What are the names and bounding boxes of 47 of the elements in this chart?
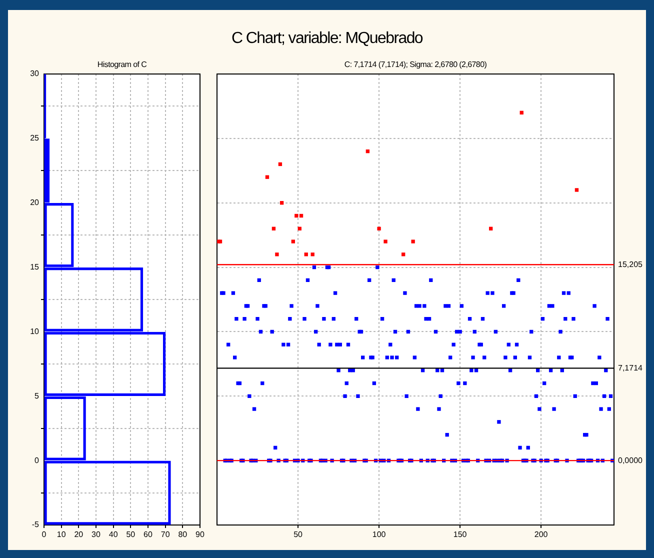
x-tick-label: 0 — [42, 530, 47, 540]
point — [366, 149, 370, 154]
ref-line-label: 0,0000 — [618, 456, 644, 465]
ref-line-label: 15,205 — [618, 260, 644, 269]
chart-title: C Chart; variable: MQuebrado — [231, 30, 423, 48]
point — [377, 226, 381, 230]
point — [520, 110, 524, 114]
x-tick-label: 30 — [92, 530, 101, 540]
y-tick-label: 15 — [30, 262, 40, 272]
y-tick-label: 0 — [34, 456, 40, 465]
chart-subtitle: C: 7,1714 (7,1714); Sigma: 2,6780 (2,6780) — [344, 60, 487, 69]
point — [275, 252, 279, 256]
point — [411, 240, 415, 244]
x-tick-label: 20 — [74, 530, 84, 540]
point — [299, 214, 304, 218]
point — [294, 214, 298, 218]
x-tick-label: 50 — [294, 530, 304, 540]
y-tick-label: 30 — [30, 69, 40, 78]
y-tick-label: 10 — [30, 326, 40, 336]
point — [310, 252, 314, 256]
y-tick-label: 5 — [34, 391, 40, 400]
point — [384, 240, 388, 244]
x-tick-label: 40 — [108, 530, 118, 540]
chart-title: Histogram of C — [97, 60, 147, 69]
x-tick-label: 90 — [196, 530, 205, 540]
x-tick-label: 150 — [453, 530, 468, 540]
point — [402, 252, 406, 256]
point — [280, 201, 284, 205]
y-tick-label: 25 — [30, 134, 40, 143]
x-tick-label: 200 — [534, 530, 548, 540]
x-tick-label: 80 — [178, 530, 188, 540]
point — [298, 226, 302, 230]
x-tick-label: 10 — [56, 530, 66, 540]
point — [291, 240, 295, 244]
point — [304, 252, 308, 256]
x-tick-label: 50 — [126, 530, 136, 540]
point — [265, 175, 270, 179]
point — [489, 226, 493, 230]
x-tick-label: 60 — [144, 530, 153, 540]
ref-line-label: 7,1714 — [618, 363, 644, 372]
point — [278, 162, 282, 166]
point — [574, 188, 579, 192]
x-tick-label: 70 — [160, 530, 170, 540]
y-tick-label: -5 — [32, 520, 40, 530]
y-tick-label: 20 — [30, 198, 40, 208]
point — [272, 226, 276, 230]
x-tick-label: 100 — [372, 530, 386, 540]
